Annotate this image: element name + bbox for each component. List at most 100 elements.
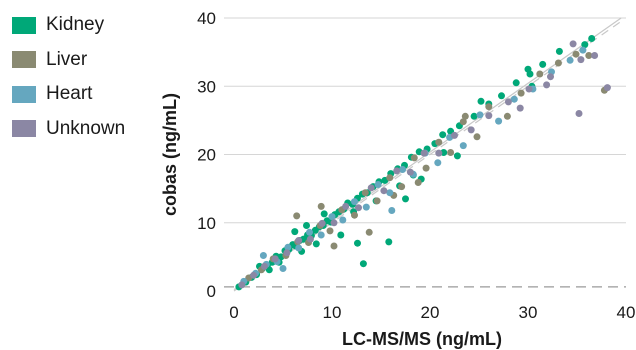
point-unknown-24 [577,56,585,64]
data-points [235,35,611,291]
point-liver-14 [410,154,418,162]
point-heart-29 [279,265,287,272]
point-unknown-10 [355,204,362,212]
point-unknown-18 [467,126,475,134]
point-heart-11 [362,203,370,211]
point-kidney-58 [385,238,393,246]
point-liver-13 [398,183,406,191]
y-tick-label-30: 30 [197,77,216,96]
point-heart-26 [579,46,587,54]
point-liver-29 [365,228,373,236]
point-unknown-11 [367,184,375,192]
point-kidney-69 [265,266,273,274]
x-tick-label-40: 40 [617,303,636,322]
point-heart-8 [328,213,336,221]
x-axis-title: LC-MS/MS (ng/mL) [342,329,502,349]
point-kidney-40 [439,131,447,139]
point-kidney-48 [539,60,547,68]
point-heart-5 [295,244,303,252]
axis-ticks: 0 10 20 30 40 0 10 20 30 40 [197,9,635,322]
point-liver-32 [330,242,338,250]
point-liver-11 [373,197,381,205]
point-unknown-22 [547,73,554,81]
point-unknown-8 [330,219,338,227]
chart-legend: Kidney Liver Heart Unknown [12,8,125,146]
point-liver-34 [414,179,422,186]
point-kidney-54 [477,97,485,105]
point-kidney-57 [354,239,361,247]
point-liver-26 [585,52,593,59]
point-heart-10 [351,198,358,206]
point-unknown-19 [485,112,493,120]
point-unknown-14 [406,168,414,176]
series-heart [240,46,587,285]
point-liver-20 [485,103,493,111]
point-unknown-3 [271,255,279,263]
point-heart-27 [388,207,396,214]
point-liver-25 [572,50,580,58]
point-unknown-9 [342,202,350,210]
legend-label-unknown: Unknown [46,117,126,139]
y-tick-label-40: 40 [197,9,216,28]
point-unknown-16 [435,149,443,157]
point-kidney-49 [555,47,563,55]
point-kidney-51 [588,35,596,42]
point-heart-9 [339,216,347,224]
y-axis-title: cobas (ng/mL) [160,93,180,216]
point-unknown-21 [525,85,533,93]
legend-item-unknown[interactable]: Unknown [12,112,125,147]
series-unknown [238,40,611,289]
point-unknown-15 [420,149,428,157]
point-heart-22 [510,95,518,103]
point-liver-30 [293,212,301,220]
point-unknown-6 [306,235,314,243]
point-liver-12 [386,174,394,182]
point-liver-9 [351,211,358,219]
point-kidney-63 [337,231,345,239]
x-tick-label-0: 0 [229,303,238,322]
point-kidney-66 [303,222,310,229]
y-tick-label-0: 0 [207,282,216,301]
x-tick-label-20: 20 [421,303,440,322]
point-heart-13 [386,189,394,197]
point-heart-19 [459,142,467,150]
point-liver-22 [517,89,525,97]
point-heart-6 [306,228,313,236]
y-tick-label-10: 10 [197,214,216,233]
point-unknown-1 [250,271,258,279]
point-unknown-13 [393,167,401,175]
point-heart-17 [434,159,442,167]
point-unknown-25 [591,52,599,59]
point-heart-7 [317,231,325,239]
point-heart-28 [259,252,267,259]
point-heart-20 [476,111,484,119]
point-kidney-43 [470,112,478,120]
point-liver-7 [326,227,334,235]
reference-line-2 [233,20,622,292]
y-tick-label-20: 20 [197,146,216,165]
chart-grid [224,17,626,224]
point-unknown-7 [318,219,326,227]
point-unknown-23 [569,40,577,48]
legend-label-kidney: Kidney [46,14,105,36]
legend-item-heart[interactable]: Heart [12,77,125,112]
point-kidney-45 [498,92,505,100]
point-liver-17 [447,149,455,156]
point-unknown-27 [575,110,583,117]
point-unknown-0 [238,281,246,289]
point-liver-31 [317,202,325,210]
point-liver-16 [435,138,443,146]
point-unknown-29 [516,104,524,112]
point-heart-12 [374,181,382,188]
point-kidney-62 [312,240,320,248]
point-liver-21 [503,112,511,120]
point-kidney-52 [524,65,532,73]
legend-item-liver[interactable]: Liver [12,43,125,78]
point-liver-15 [422,164,430,172]
point-unknown-2 [260,262,268,270]
point-kidney-67 [320,210,328,218]
point-kidney-65 [291,228,299,236]
point-heart-25 [566,56,574,64]
legend-item-kidney[interactable]: Kidney [12,8,125,43]
